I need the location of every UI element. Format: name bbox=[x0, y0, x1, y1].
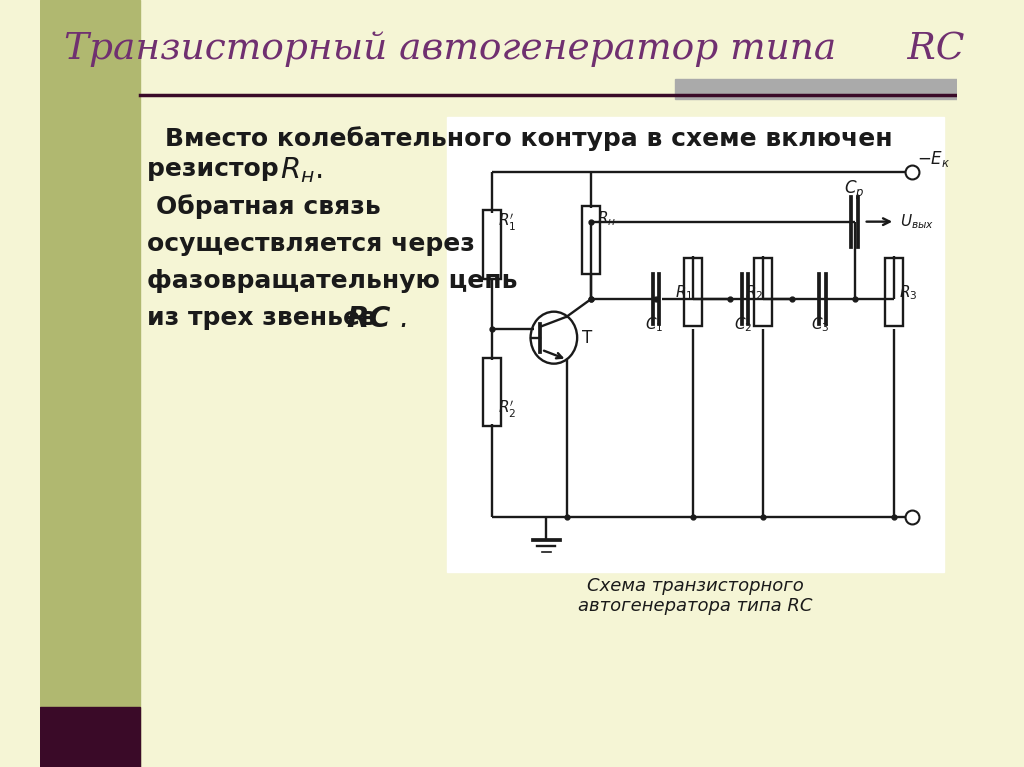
Bar bbox=[583, 206, 600, 274]
Text: автогенератора типа RC: автогенератора типа RC bbox=[579, 597, 813, 615]
Text: $\boldsymbol{RC}$ .: $\boldsymbol{RC}$ . bbox=[346, 305, 407, 333]
Text: $C_р$: $C_р$ bbox=[845, 179, 865, 202]
Text: осуществляется через: осуществляется через bbox=[147, 232, 475, 256]
Text: $-E_к$: $-E_к$ bbox=[916, 149, 950, 169]
Text: T: T bbox=[582, 329, 592, 347]
Bar bbox=[754, 258, 771, 326]
Text: $U_{вых}$: $U_{вых}$ bbox=[899, 212, 934, 231]
Bar bbox=[676, 79, 956, 99]
Text: $C_2$: $C_2$ bbox=[734, 315, 753, 334]
Bar bbox=[482, 358, 501, 426]
Text: $\boldsymbol{R_н}$.: $\boldsymbol{R_н}$. bbox=[280, 155, 322, 185]
Text: из трех звеньев: из трех звеньев bbox=[147, 306, 376, 330]
Bar bbox=[482, 210, 501, 278]
Bar bbox=[40, 0, 140, 767]
Bar bbox=[447, 117, 944, 572]
Text: $R_н$: $R_н$ bbox=[597, 210, 616, 229]
Text: Обратная связь: Обратная связь bbox=[156, 195, 381, 219]
Text: $C_3$: $C_3$ bbox=[811, 315, 829, 334]
Text: $R_1'$: $R_1'$ bbox=[498, 212, 516, 233]
Text: $R_2'$: $R_2'$ bbox=[498, 399, 516, 420]
Bar bbox=[886, 258, 903, 326]
Bar bbox=[684, 258, 702, 326]
Text: резистор: резистор bbox=[147, 157, 296, 181]
Text: $R_3$: $R_3$ bbox=[899, 283, 918, 301]
Text: $C_1$: $C_1$ bbox=[645, 315, 664, 334]
Text: $R_1$: $R_1$ bbox=[675, 283, 693, 301]
Text: Схема транзисторного: Схема транзисторного bbox=[587, 577, 804, 595]
Text: Вместо колебательного контура в схеме включен: Вместо колебательного контура в схеме вк… bbox=[165, 127, 893, 151]
Text: $R_2$: $R_2$ bbox=[744, 283, 763, 301]
Bar bbox=[40, 707, 140, 767]
Text: фазовращательную цепь: фазовращательную цепь bbox=[147, 269, 517, 293]
Text: Транзисторный автогенератор типа      RC: Транзисторный автогенератор типа RC bbox=[63, 31, 965, 67]
